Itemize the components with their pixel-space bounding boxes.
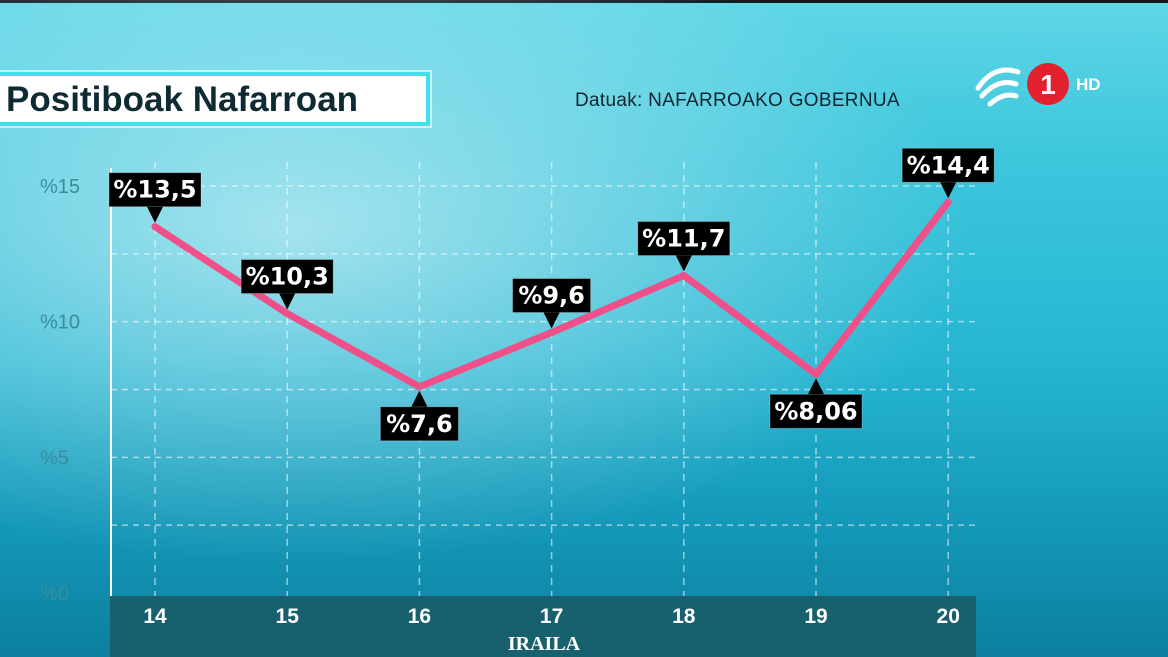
data-label: %8,06 [769,378,863,429]
x-tick-label: 15 [276,605,300,628]
data-point [548,329,556,337]
data-label-text: %14,4 [907,151,990,179]
data-label: %9,6 [512,278,592,329]
data-point [944,198,952,206]
data-point [680,272,688,280]
data-point [415,383,423,391]
data-point [812,370,820,378]
channel-number: 1 [1040,69,1056,100]
data-label-text: %8,06 [774,397,857,425]
data-label: %13,5 [108,172,202,223]
data-label: %10,3 [240,259,334,310]
x-tick-label: 18 [672,605,696,628]
x-tick-label: 16 [408,605,431,628]
y-tick-label: %15 [40,176,80,198]
data-source: Datuak: NAFARROAKO GOBERNUA [575,90,900,111]
x-axis-ticks: 14 15 16 17 18 19 20 [143,605,960,628]
data-label-text: %10,3 [246,263,329,291]
hd-badge: HD [1076,75,1101,94]
x-tick-label: 19 [804,605,827,628]
y-axis-ticks: %0 %5 %10 %15 [40,176,80,605]
eitb-logo-icon: 1 HD [975,63,1101,107]
data-label: %7,6 [379,390,459,442]
data-label-text: %13,5 [113,176,196,204]
data-label: %14,4 [901,147,995,199]
x-tick-label: 20 [937,605,960,628]
series-line [151,198,952,391]
data-label-text: %9,6 [518,282,585,310]
chart-title: Positiboak Nafarroan [6,80,359,119]
data-label-text: %11,7 [642,225,725,253]
x-axis-band [110,596,976,657]
data-point [283,310,291,318]
x-axis-label: IRAILA [508,633,581,655]
data-labels: %13,5 %10,3 %7,6 %9,6 %11,7 %8,06 %14,4 [108,147,995,442]
data-label-text: %7,6 [386,410,453,438]
grid [110,162,975,596]
y-tick-label: %5 [40,447,69,469]
title-box: Positiboak Nafarroan [0,72,430,126]
data-point [151,223,159,231]
y-tick-label: %10 [40,312,80,334]
x-tick-label: 17 [540,605,563,628]
y-tick-label: %0 [40,583,69,605]
channel-badge [1027,63,1069,105]
x-tick-label: 14 [143,605,167,628]
data-label: %11,7 [637,221,731,272]
